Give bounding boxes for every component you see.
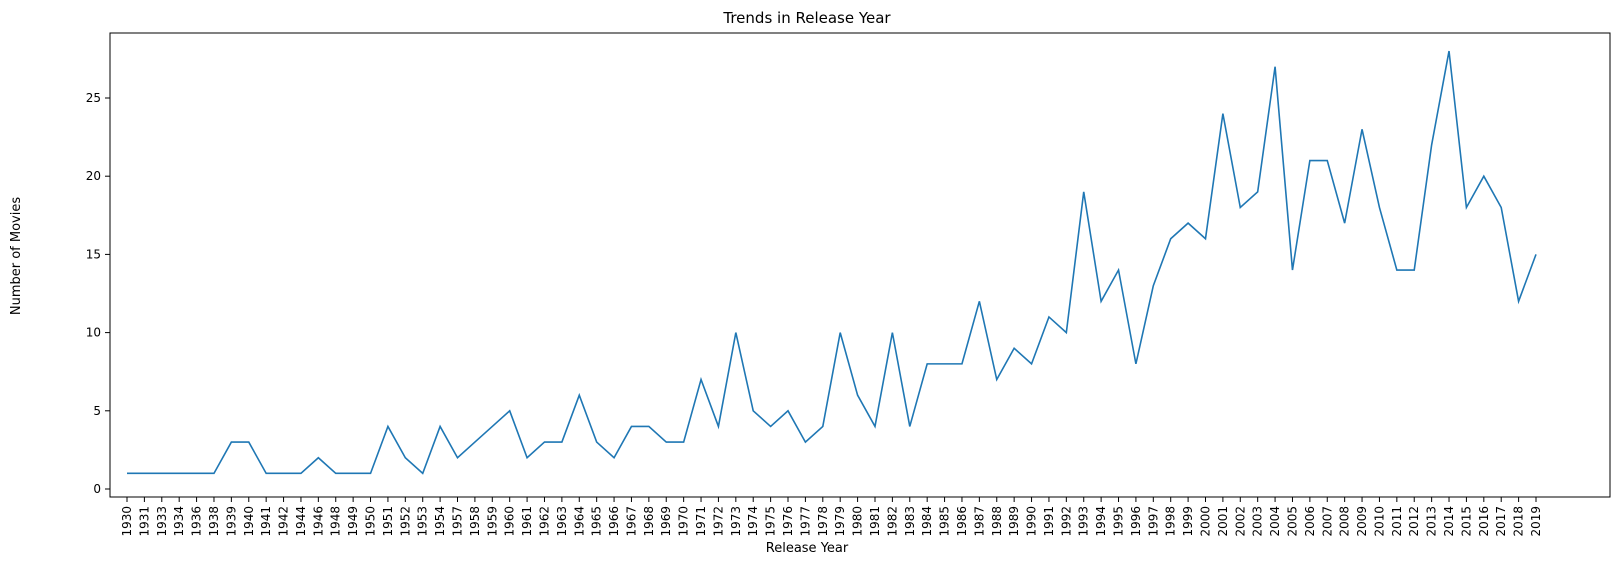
x-tick-label: 1991 (1042, 506, 1056, 537)
y-tick-label: 0 (93, 482, 101, 496)
x-tick-label: 1977 (798, 506, 812, 537)
x-tick-label: 1988 (990, 506, 1004, 537)
x-tick-label: 1992 (1059, 506, 1073, 537)
x-tick-label: 2011 (1390, 506, 1404, 537)
y-tick-label: 25 (86, 91, 101, 105)
x-tick-label: 2005 (1285, 506, 1299, 537)
x-tick-label: 1934 (172, 506, 186, 537)
x-tick-label: 2006 (1303, 506, 1317, 537)
x-tick-label: 1953 (416, 506, 430, 537)
x-axis-title: Release Year (766, 541, 849, 556)
x-tick-label: 1960 (503, 506, 517, 537)
x-tick-label: 1994 (1094, 506, 1108, 537)
x-tick-label: 1948 (329, 506, 343, 537)
x-tick-label: 1944 (294, 506, 308, 537)
x-tick-label: 1971 (694, 506, 708, 537)
x-tick-label: 1939 (224, 506, 238, 537)
x-tick-label: 1961 (520, 506, 534, 537)
y-tick-label: 15 (86, 247, 101, 261)
x-tick-label: 1970 (677, 506, 691, 537)
x-tick-label: 2009 (1355, 506, 1369, 537)
x-tick-label: 1985 (938, 506, 952, 537)
x-tick-label: 1949 (346, 506, 360, 537)
x-tick-label: 2010 (1372, 506, 1386, 537)
x-tick-label: 2017 (1494, 506, 1508, 537)
x-tick-label: 1983 (903, 506, 917, 537)
y-tick-label: 20 (86, 169, 101, 183)
x-tick-label: 1957 (451, 506, 465, 537)
x-tick-label: 1995 (1112, 506, 1126, 537)
x-tick-label: 2002 (1233, 506, 1247, 537)
x-tick-label: 1930 (120, 506, 134, 537)
x-tick-label: 1962 (537, 506, 551, 537)
x-tick-label: 2019 (1529, 506, 1543, 537)
x-tick-label: 1993 (1077, 506, 1091, 537)
series-line (127, 50, 1537, 475)
x-tick-label: 1931 (137, 506, 151, 537)
x-tick-label: 2015 (1459, 506, 1473, 537)
y-axis-title: Number of Movies (9, 197, 24, 315)
x-tick-label: 1984 (920, 506, 934, 537)
x-axis-ticks: 1930 1931 1933 1934 1936 1938 1939 1940 1941 1942… (120, 497, 1543, 537)
x-tick-label: 1942 (277, 506, 291, 537)
x-tick-label: 2008 (1338, 506, 1352, 537)
x-tick-label: 1987 (972, 506, 986, 537)
x-tick-label: 1981 (868, 506, 882, 537)
x-tick-label: 1997 (1146, 506, 1160, 537)
x-tick-label: 1950 (364, 506, 378, 537)
x-tick-label: 1998 (1164, 506, 1178, 537)
x-tick-label: 1968 (642, 506, 656, 537)
x-tick-label: 1940 (242, 506, 256, 537)
x-tick-label: 1990 (1025, 506, 1039, 537)
x-tick-label: 1996 (1129, 506, 1143, 537)
x-tick-label: 1978 (816, 506, 830, 537)
x-tick-label: 2014 (1442, 506, 1456, 537)
x-tick-label: 1999 (1181, 506, 1195, 537)
y-axis-ticks: 0 5 10 15 20 25 (86, 91, 110, 496)
y-tick-label: 5 (93, 404, 101, 418)
x-tick-label: 1986 (955, 506, 969, 537)
x-tick-label: 1946 (311, 506, 325, 537)
x-tick-label: 2016 (1477, 506, 1491, 537)
x-tick-label: 1972 (711, 506, 725, 537)
x-tick-label: 1952 (398, 506, 412, 537)
x-tick-label: 1969 (659, 506, 673, 537)
x-tick-label: 1982 (885, 506, 899, 537)
x-tick-label: 2004 (1268, 506, 1282, 537)
x-tick-label: 1936 (190, 506, 204, 537)
x-tick-label: 1975 (764, 506, 778, 537)
x-tick-label: 1964 (572, 506, 586, 537)
chart-title: Trends in Release Year (722, 9, 891, 27)
x-tick-label: 1989 (1007, 506, 1021, 537)
x-tick-label: 1938 (207, 506, 221, 537)
x-tick-label: 1963 (555, 506, 569, 537)
x-tick-label: 1973 (729, 506, 743, 537)
x-tick-label: 2013 (1425, 506, 1439, 537)
x-tick-label: 1965 (590, 506, 604, 537)
y-tick-label: 10 (86, 326, 101, 340)
x-tick-label: 1979 (833, 506, 847, 537)
x-tick-label: 1974 (746, 506, 760, 537)
x-tick-label: 2012 (1407, 506, 1421, 537)
plot-area-frame (109, 32, 1611, 498)
x-tick-label: 2007 (1320, 506, 1334, 537)
x-tick-label: 1951 (381, 506, 395, 537)
x-tick-label: 1966 (607, 506, 621, 537)
x-tick-label: 1959 (485, 506, 499, 537)
x-tick-label: 1941 (259, 506, 273, 537)
x-tick-label: 1976 (781, 506, 795, 537)
x-tick-label: 1980 (851, 506, 865, 537)
x-tick-label: 1958 (468, 506, 482, 537)
x-tick-label: 2001 (1216, 506, 1230, 537)
x-tick-label: 2003 (1251, 506, 1265, 537)
x-tick-label: 1967 (624, 506, 638, 537)
x-tick-label: 1933 (155, 506, 169, 537)
x-tick-label: 2000 (1198, 506, 1212, 537)
x-tick-label: 1954 (433, 506, 447, 537)
x-tick-label: 2018 (1512, 506, 1526, 537)
